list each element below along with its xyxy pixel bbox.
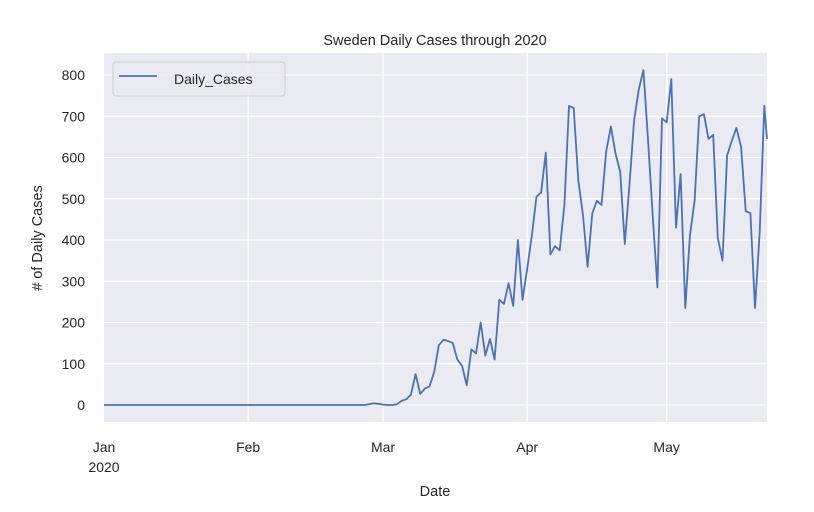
x-axis-label: Date (420, 484, 451, 500)
y-tick-label: 400 (62, 232, 86, 248)
x-tick-sublabel: 2020 (88, 459, 119, 475)
y-axis-ticks: 0 100 200 300 400 500 600 700 800 (62, 67, 86, 413)
x-tick-label: Apr (516, 439, 538, 455)
x-tick-label: Mar (371, 439, 395, 455)
legend-box (112, 61, 286, 97)
x-axis-ticks: Jan 2020 Feb Mar Apr May (88, 439, 679, 475)
y-tick-label: 100 (62, 356, 86, 372)
legend-label: Daily_Cases (174, 71, 253, 87)
chart-title: Sweden Daily Cases through 2020 (323, 33, 546, 49)
x-tick-label: Feb (236, 439, 260, 455)
y-tick-label: 0 (77, 397, 85, 413)
y-tick-label: 600 (62, 150, 86, 166)
y-tick-label: 800 (62, 67, 86, 83)
x-tick-label: May (653, 439, 679, 455)
y-tick-label: 500 (62, 191, 86, 207)
x-tick-label: Jan (93, 439, 116, 455)
series-line-daily-cases (104, 69, 768, 406)
legend: Daily_Cases (112, 61, 286, 97)
y-tick-label: 700 (62, 108, 86, 124)
y-axis-label: # of Daily Cases (30, 185, 46, 291)
y-tick-label: 300 (62, 273, 86, 289)
y-tick-label: 200 (62, 315, 86, 331)
